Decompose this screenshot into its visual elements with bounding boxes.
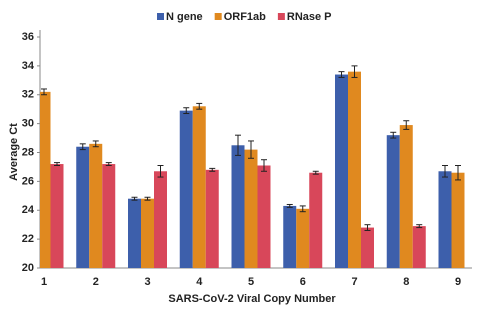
error-bar	[209, 167, 216, 172]
error-bar	[54, 162, 60, 166]
y-tick-label: 22	[22, 233, 34, 245]
y-tick-label: 32	[22, 89, 34, 101]
legend-label: RNase P	[287, 11, 332, 23]
bar	[40, 91, 51, 268]
error-bar	[442, 164, 448, 178]
bar	[309, 172, 323, 268]
bar	[438, 171, 452, 268]
bar	[205, 169, 219, 268]
error-bar	[286, 203, 293, 208]
error-bar	[364, 224, 371, 231]
legend-label: ORF1ab	[224, 11, 266, 23]
bar	[128, 198, 141, 268]
error-bar	[299, 205, 306, 213]
error-bar	[312, 170, 319, 175]
y-tick-label: 30	[22, 118, 34, 130]
bar	[335, 74, 348, 268]
error-bar	[144, 196, 151, 201]
bar	[50, 164, 64, 268]
plot-area	[40, 65, 465, 268]
bar	[89, 143, 103, 268]
bar	[244, 149, 258, 268]
bar	[257, 165, 271, 268]
error-bar	[403, 120, 410, 130]
y-tick-label: 34	[22, 60, 35, 72]
bar	[141, 198, 154, 268]
legend-swatch	[277, 13, 285, 20]
y-axis-title: Average Ct	[8, 123, 20, 181]
y-tick-label: 28	[22, 146, 34, 158]
bar	[348, 71, 361, 268]
error-bar	[338, 71, 345, 78]
error-bar	[416, 224, 423, 229]
bar	[283, 205, 297, 268]
x-tick-label: 7	[351, 276, 357, 288]
x-tick-label: 6	[300, 276, 306, 288]
error-bar	[196, 102, 203, 110]
x-tick-label: 9	[455, 276, 461, 288]
bar	[386, 135, 400, 268]
error-bar	[131, 196, 138, 201]
bar	[451, 172, 465, 268]
error-bar	[183, 107, 190, 115]
error-bar	[105, 162, 112, 166]
x-tick-label: 2	[93, 276, 99, 288]
x-tick-label: 1	[41, 276, 47, 288]
error-bar	[248, 140, 254, 159]
x-axis-title: SARS-CoV-2 Viral Copy Number	[168, 293, 336, 305]
error-bar	[92, 140, 99, 148]
x-tick-label: 8	[403, 276, 409, 288]
bar	[231, 145, 245, 268]
bar	[76, 146, 90, 268]
bar	[399, 125, 413, 268]
x-tick-label: 5	[248, 276, 254, 288]
x-tick-label: 4	[196, 276, 203, 288]
error-bar	[390, 131, 397, 139]
bar	[412, 226, 426, 268]
y-tick-label: 26	[22, 175, 34, 187]
bar	[192, 106, 206, 268]
legend-swatch	[214, 13, 222, 20]
error-bar	[157, 164, 164, 178]
error-bar	[79, 143, 86, 151]
x-tick-label: 3	[144, 276, 150, 288]
y-tick-label: 24	[22, 204, 35, 216]
bar	[179, 110, 193, 268]
error-bar	[455, 164, 461, 181]
bar	[296, 208, 310, 268]
error-bar	[41, 88, 47, 96]
bar	[361, 227, 374, 268]
error-bar	[261, 159, 267, 172]
legend-swatch	[157, 13, 164, 20]
error-bar	[235, 134, 241, 156]
y-tick-label: 36	[22, 31, 34, 43]
bar	[102, 164, 116, 268]
error-bar	[351, 65, 358, 78]
y-tick-label: 20	[22, 262, 34, 274]
legend-label: N gene	[166, 11, 203, 23]
bar	[154, 171, 167, 268]
